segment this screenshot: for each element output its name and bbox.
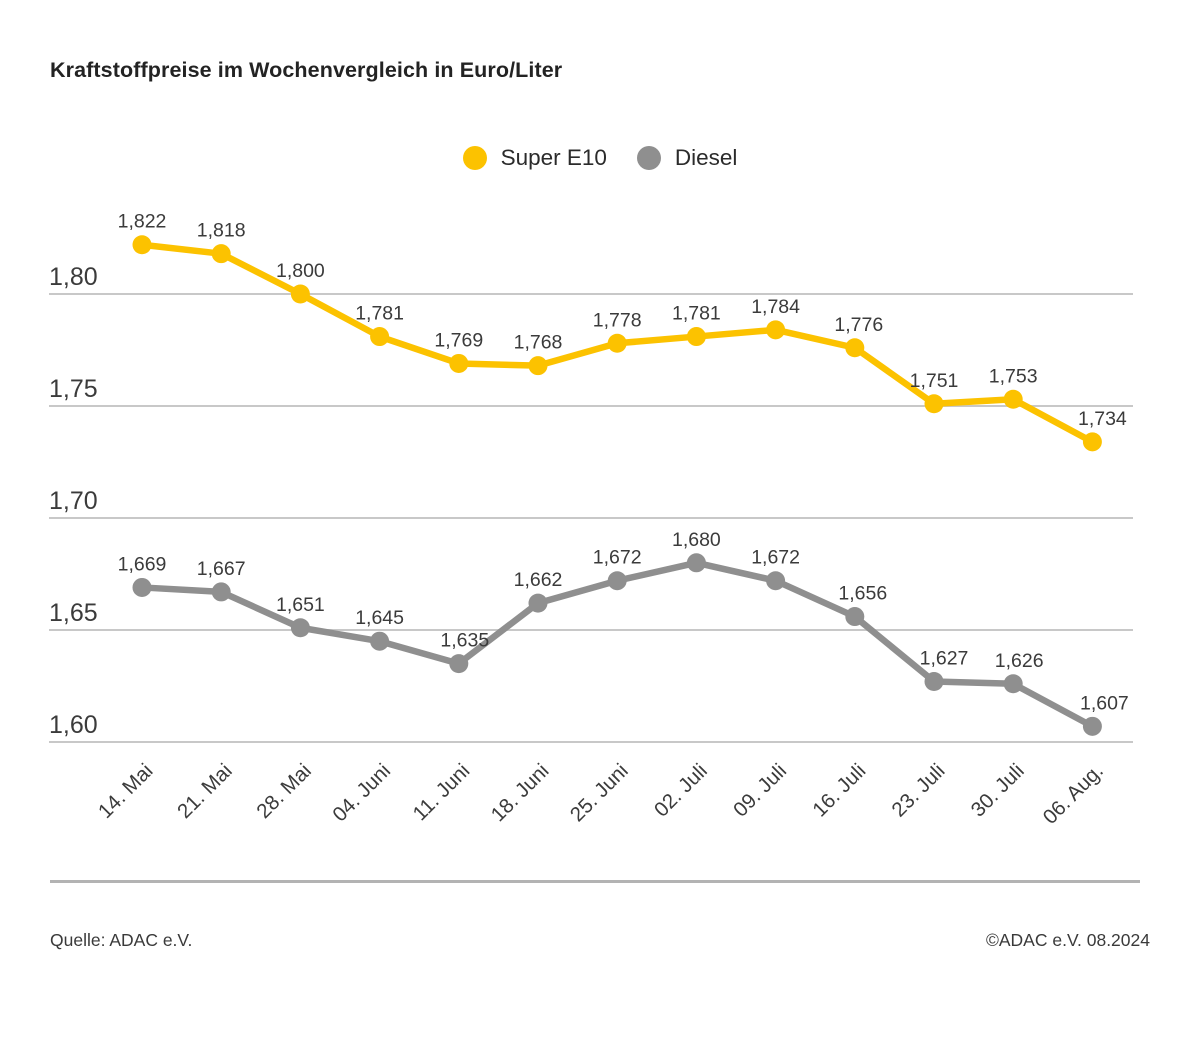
data-point-super-e10	[607, 333, 627, 353]
legend-label-super-e10: Super E10	[500, 145, 607, 170]
y-axis-label: 1,80	[49, 263, 98, 291]
x-axis-label: 02. Juli	[650, 759, 712, 821]
data-point-label-diesel: 1,662	[514, 569, 563, 591]
data-point-super-e10	[290, 284, 310, 304]
data-point-diesel	[607, 571, 627, 591]
source-note: Quelle: ADAC e.V.	[50, 930, 193, 950]
chart-legend: Super E10 Diesel	[0, 145, 1200, 171]
data-point-super-e10	[449, 353, 469, 373]
data-point-label-diesel: 1,672	[751, 547, 800, 569]
x-axis-label: 09. Juli	[729, 759, 791, 821]
data-point-diesel	[686, 553, 706, 573]
data-point-diesel	[370, 631, 390, 651]
x-axis-label: 18. Juni	[486, 759, 553, 826]
data-point-diesel	[211, 582, 231, 602]
data-point-label-diesel: 1,672	[593, 547, 642, 569]
y-axis-label: 1,65	[49, 599, 98, 627]
x-axis-label: 30. Juli	[967, 759, 1029, 821]
data-point-diesel	[766, 571, 786, 591]
data-point-label-super-e10: 1,734	[1078, 408, 1127, 430]
data-point-super-e10	[132, 235, 152, 255]
data-point-label-diesel: 1,651	[276, 594, 325, 616]
data-point-label-diesel: 1,645	[355, 607, 404, 629]
x-axis-label: 14. Mai	[94, 759, 158, 823]
data-point-super-e10	[686, 327, 706, 347]
data-point-label-diesel: 1,626	[995, 650, 1044, 672]
data-point-diesel	[1003, 674, 1023, 694]
data-point-label-super-e10: 1,781	[672, 303, 721, 325]
super-e10-swatch-icon	[462, 146, 487, 170]
legend-item-diesel: Diesel	[636, 145, 738, 171]
x-axis-label: 21. Mai	[173, 759, 237, 823]
data-point-label-diesel: 1,635	[440, 630, 489, 652]
data-point-diesel	[290, 618, 310, 638]
data-point-super-e10	[766, 320, 786, 340]
data-point-diesel	[132, 577, 152, 597]
data-point-super-e10	[924, 394, 944, 414]
data-point-label-diesel: 1,680	[672, 529, 721, 551]
data-point-label-diesel: 1,607	[1080, 692, 1129, 714]
x-axis-label: 16. Juli	[808, 759, 870, 821]
data-point-label-super-e10: 1,769	[434, 329, 483, 351]
data-point-label-super-e10: 1,768	[514, 332, 563, 354]
chart-title: Kraftstoffpreise im Wochenvergleich in E…	[50, 58, 563, 82]
data-point-label-super-e10: 1,751	[910, 370, 959, 392]
data-point-diesel	[845, 607, 865, 627]
y-axis-label: 1,75	[49, 375, 98, 403]
x-axis-label: 25. Juni	[566, 759, 633, 826]
data-point-label-super-e10: 1,784	[751, 296, 800, 318]
data-point-label-diesel: 1,656	[838, 583, 887, 605]
x-axis-label: 06. Aug.	[1038, 759, 1107, 828]
data-point-label-super-e10: 1,822	[118, 211, 167, 233]
data-point-super-e10	[845, 338, 865, 358]
x-axis-label: 23. Juli	[887, 759, 949, 821]
data-point-super-e10	[370, 327, 390, 347]
data-point-diesel	[924, 672, 944, 692]
data-point-label-diesel: 1,667	[197, 558, 246, 580]
data-point-label-super-e10: 1,781	[355, 303, 404, 325]
data-point-super-e10	[1003, 389, 1023, 409]
data-point-label-diesel: 1,669	[118, 553, 167, 575]
x-axis-label: 28. Mai	[252, 759, 316, 823]
data-point-diesel	[449, 654, 469, 674]
y-axis-label: 1,70	[49, 487, 98, 515]
y-axis-label: 1,60	[49, 711, 98, 739]
data-point-diesel	[528, 593, 548, 613]
data-point-diesel	[1082, 716, 1102, 736]
data-point-label-super-e10: 1,778	[593, 309, 642, 331]
copyright-note: ©ADAC e.V. 08.2024	[985, 930, 1150, 950]
data-point-super-e10	[211, 244, 231, 264]
legend-label-diesel: Diesel	[674, 145, 738, 170]
x-axis-label: 11. Juni	[408, 759, 474, 825]
data-point-label-super-e10: 1,800	[276, 260, 325, 282]
data-point-super-e10	[528, 356, 548, 376]
data-point-label-super-e10: 1,753	[989, 365, 1038, 387]
data-point-label-super-e10: 1,818	[197, 220, 246, 242]
data-point-super-e10	[1082, 432, 1102, 452]
x-axis-label: 04. Juni	[328, 759, 395, 826]
data-point-label-diesel: 1,627	[920, 648, 969, 670]
footer-divider	[50, 880, 1140, 883]
diesel-swatch-icon	[636, 146, 661, 170]
legend-item-super-e10: Super E10	[462, 145, 607, 171]
data-point-label-super-e10: 1,776	[834, 314, 883, 336]
footer: Quelle: ADAC e.V. ©ADAC e.V. 08.2024	[50, 930, 1150, 951]
